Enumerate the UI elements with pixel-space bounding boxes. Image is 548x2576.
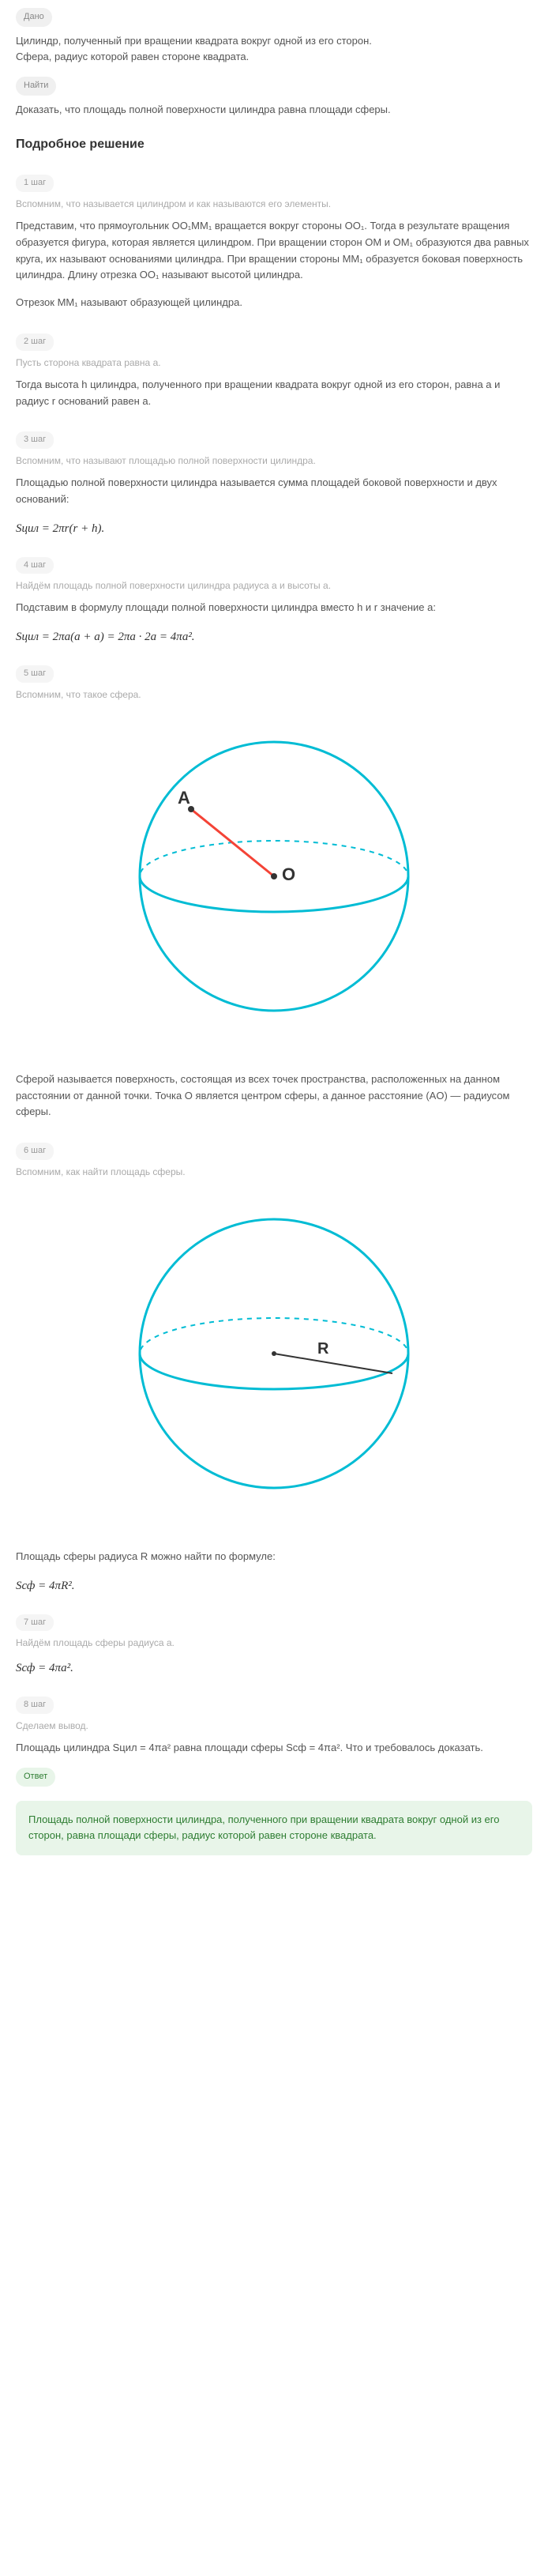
given-text: Цилиндр, полученный при вращении квадрат… [16,33,532,66]
sphere1-equator-front [140,876,408,912]
step1-sub: Вспомним, что называется цилиндром и как… [16,197,532,212]
step6-formula: Sсф = 4πR². [16,1576,532,1595]
step3-sub: Вспомним, что называют площадью полной п… [16,454,532,469]
sphere1-diagram: A O [16,718,532,1040]
step7-tag: 7 шаг [16,1614,54,1632]
given-line2: Сфера, радиус которой равен стороне квад… [16,49,532,66]
step3-formula: Sцил = 2πr(r + h). [16,519,532,538]
step8-sub: Сделаем вывод. [16,1719,532,1734]
step5-tag: 5 шаг [16,665,54,683]
step2-sub: Пусть сторона квадрата равна a. [16,356,532,371]
given-line1: Цилиндр, полученный при вращении квадрат… [16,33,532,50]
answer-box: Площадь полной поверхности цилиндра, пол… [16,1801,532,1856]
step1-p1: Представим, что прямоугольник OO₁MM₁ вра… [16,218,532,284]
step1-tag: 1 шаг [16,175,54,192]
given-tag: Дано [16,8,52,27]
step4-p1: Подставим в формулу площади полной повер… [16,600,532,616]
step3-p1: Площадью полной поверхности цилиндра наз… [16,475,532,508]
solution-title: Подробное решение [16,134,532,155]
step2-tag: 2 шаг [16,333,54,351]
sphere2-radius-line [274,1354,392,1373]
sphere1-center-dot [271,873,277,879]
step6-p1: Площадь сферы радиуса R можно найти по ф… [16,1549,532,1565]
step7-sub: Найдём площадь сферы радиуса a. [16,1636,532,1651]
step8-p1: Площадь цилиндра Sцил = 4πa² равна площа… [16,1740,532,1757]
sphere1-label-a: A [178,788,190,808]
sphere1-label-o: O [282,864,295,884]
sphere2-center-dot [272,1351,276,1356]
sphere2-equator-front [140,1354,408,1389]
sphere1-radius-line [191,809,274,876]
step6-tag: 6 шаг [16,1143,54,1160]
find-text: Доказать, что площадь полной поверхности… [16,102,532,119]
step2-p1: Тогда высота h цилиндра, полученного при… [16,377,532,410]
step6-sub: Вспомним, как найти площадь сферы. [16,1165,532,1180]
step4-formula: Sцил = 2πa(a + a) = 2πa · 2a = 4πa². [16,627,532,646]
step7-formula: Sсф = 4πa². [16,1659,532,1678]
step1-p2: Отрезок MM₁ называют образующей цилиндра… [16,295,532,311]
step8-tag: 8 шаг [16,1697,54,1714]
find-tag: Найти [16,77,56,96]
sphere2-label-r: R [317,1340,329,1358]
step4-sub: Найдём площадь полной поверхности цилинд… [16,578,532,593]
step5-sub: Вспомним, что такое сфера. [16,687,532,702]
step3-tag: 3 шаг [16,431,54,449]
step5-p1: Сферой называется поверхность, состоящая… [16,1071,532,1120]
sphere2-diagram: R [16,1196,532,1517]
step4-tag: 4 шаг [16,557,54,574]
answer-tag: Ответ [16,1768,55,1787]
